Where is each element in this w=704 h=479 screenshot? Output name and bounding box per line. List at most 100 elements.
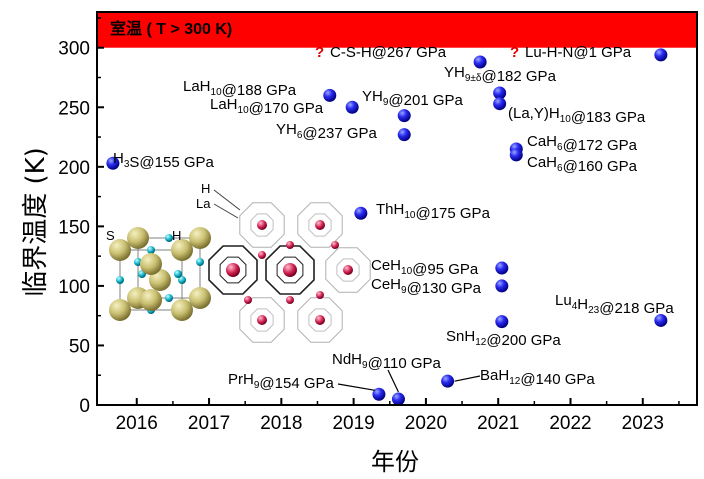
x-axis-label: 年份 (371, 448, 419, 476)
inset-s-atom (109, 299, 131, 321)
inset-cage (265, 245, 315, 295)
y-tick-label: 50 (69, 336, 90, 357)
inset-cage (208, 245, 258, 295)
data-point (493, 97, 507, 111)
x-tick-label: 2016 (116, 413, 158, 434)
data-point (397, 109, 411, 123)
inset-la-label: La (196, 196, 211, 211)
label-leader-line (454, 375, 481, 382)
inset-s-atom (171, 299, 193, 321)
inset-h-atom (165, 234, 173, 242)
inset-h-atom (165, 294, 173, 302)
y-tick-label: 0 (79, 396, 90, 417)
inset-h-label: H (172, 228, 181, 243)
y-tick-label: 100 (58, 277, 90, 298)
data-point (495, 261, 509, 275)
x-tick-label: 2018 (260, 413, 302, 434)
inset-cage (325, 247, 371, 293)
room-temperature-label: 室温 ( T > 300 K) (110, 19, 232, 38)
y-tick-label: 200 (58, 158, 90, 179)
inset-cage-inner (250, 308, 274, 332)
inset-s-atom (189, 287, 211, 309)
data-label: SnH12@200 GPa (446, 328, 561, 349)
inset-cage-inner (308, 213, 332, 237)
inset-la-atom (257, 315, 267, 325)
uncertain-mark: ? (510, 44, 519, 61)
data-point (495, 279, 509, 293)
y-tick-label: 300 (58, 39, 90, 60)
data-point (354, 206, 368, 220)
inset-la-atom (226, 263, 240, 277)
x-tick-label: 2023 (622, 413, 664, 434)
inset-cage-inner (250, 213, 274, 237)
inset-pointer (213, 203, 239, 219)
data-point (441, 374, 455, 388)
data-label: YH9@201 GPa (362, 88, 464, 109)
data-label: Lu-H-N@1 GPa (525, 44, 632, 61)
inset-s-label: S (106, 228, 115, 243)
inset-cage (297, 202, 343, 248)
inset-s-atom (189, 227, 211, 249)
inset-h-label-2: H (201, 181, 210, 196)
inset-cage (239, 202, 285, 248)
inset-cage-inner (336, 258, 360, 282)
y-axis-label: 临界温度 (K) (21, 147, 51, 297)
data-label: H3S@155 GPa (113, 150, 215, 171)
inset-cage-inner (308, 308, 332, 332)
inset-s-atom (149, 269, 171, 291)
label-leader-line (337, 383, 376, 391)
inset-la-atom (343, 265, 353, 275)
x-tick-label: 2022 (549, 413, 591, 434)
h3s-crystal-structure-image (109, 227, 211, 321)
lah10-clathrate-structure-image (208, 189, 371, 343)
inset-la-atom (331, 241, 339, 249)
data-label: YH9±δ@182 GPa (444, 64, 557, 85)
inset-cage (297, 297, 343, 343)
inset-s-atom (140, 289, 162, 311)
data-label: PrH9@154 GPa (228, 371, 335, 392)
inset-cage (239, 297, 285, 343)
data-label: CaH6@160 GPa (527, 154, 638, 175)
data-point (509, 148, 523, 162)
data-point (473, 55, 487, 69)
axes: 0 50 100 150 200 250 300 2016 2017 2018 2019 2020 20… (58, 11, 698, 434)
data-point (495, 315, 509, 329)
data-label: BaH12@140 GPa (480, 367, 595, 388)
data-point (345, 100, 359, 114)
inset-cage-inner (276, 256, 304, 284)
inset-h-atom (196, 258, 204, 266)
data-label: CeH9@130 GPa (371, 276, 482, 297)
data-point (493, 86, 507, 100)
plot-frame (96, 11, 698, 406)
inset-la-atom (257, 220, 267, 230)
data-point (397, 128, 411, 142)
data-label: CaH6@172 GPa (527, 133, 638, 154)
data-point (391, 392, 405, 406)
data-label: C-S-H@267 GPa (330, 44, 447, 61)
inset-la-atom (283, 263, 297, 277)
room-temperature-band (97, 12, 697, 48)
y-tick-label: 150 (58, 217, 90, 238)
data-label: Lu4H23@218 GPa (555, 292, 674, 317)
data-label: NdH9@110 GPa (332, 351, 442, 372)
inset-h-atom (178, 276, 186, 284)
data-point (372, 387, 386, 401)
uncertain-mark: ? (315, 44, 324, 61)
inset-s-atom (127, 227, 149, 249)
inset-cage-inner (219, 256, 247, 284)
data-point (323, 88, 337, 102)
data-label: LaH10@188 GPa (183, 78, 297, 99)
x-tick-label: 2019 (332, 413, 374, 434)
x-tick-label: 2021 (477, 413, 519, 434)
inset-h-atom (174, 270, 182, 278)
data-label: ThH10@175 GPa (376, 201, 491, 222)
data-point (654, 313, 668, 327)
data-label: (La,Y)H10@183 GPa (508, 105, 646, 126)
inset-la-atom (315, 315, 325, 325)
data-label: YH6@237 GPa (276, 121, 378, 142)
inset-s-atom (171, 239, 193, 261)
y-tick-label: 250 (58, 98, 90, 119)
inset-la-atom (315, 220, 325, 230)
